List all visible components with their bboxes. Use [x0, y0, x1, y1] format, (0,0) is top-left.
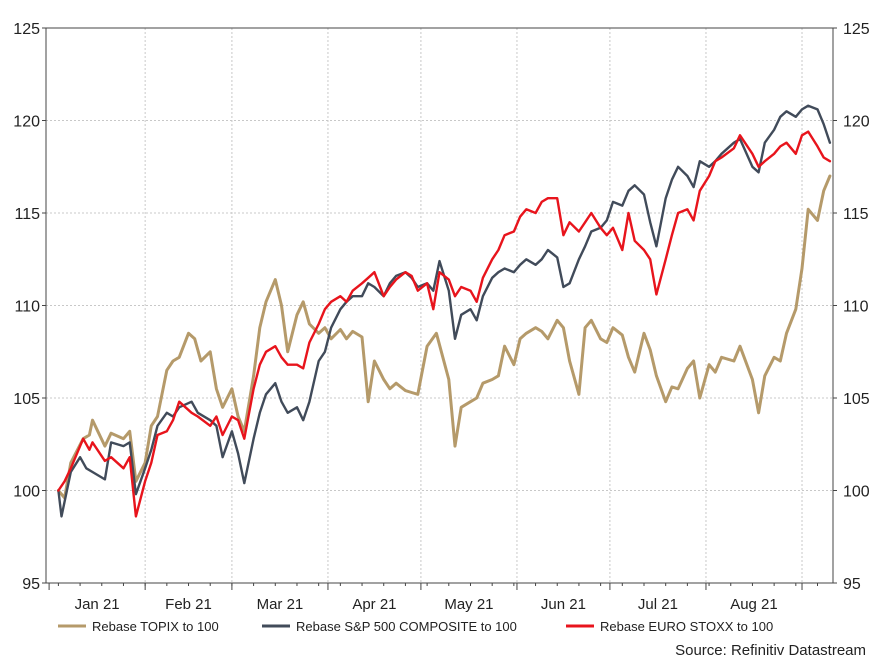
x-tick-label: May 21 [444, 596, 493, 613]
y-tick-label-right: 125 [843, 21, 870, 38]
x-tick-label: Aug 21 [730, 596, 778, 613]
x-tick-label: Apr 21 [352, 596, 396, 613]
y-tick-label-left: 100 [13, 484, 40, 501]
x-tick-label: Jun 21 [541, 596, 586, 613]
source-note: Source: Refinitiv Datastream [675, 642, 866, 659]
y-tick-label-right: 105 [843, 391, 870, 408]
y-tick-label-right: 120 [843, 114, 870, 131]
legend-label-1: Rebase S&P 500 COMPOSITE to 100 [296, 619, 517, 634]
grid-lines [46, 28, 833, 583]
y-tick-label-left: 95 [22, 576, 40, 593]
series-line-1 [57, 104, 832, 518]
y-tick-label-left: 125 [13, 21, 40, 38]
x-tick-label: Feb 21 [165, 596, 212, 613]
axes: 95 95 100 100 105 105 110 110 115 115 120 120 125 125… [13, 21, 870, 613]
legend-label-2: Rebase EURO STOXX to 100 [600, 619, 773, 634]
y-tick-label-right: 100 [843, 484, 870, 501]
y-tick-label-right: 110 [843, 299, 869, 316]
legend-label-0: Rebase TOPIX to 100 [92, 619, 219, 634]
series-line-0 [56, 174, 832, 500]
x-tick-label: Mar 21 [257, 596, 304, 613]
y-tick-label-left: 105 [13, 391, 40, 408]
y-tick-label-left: 120 [13, 114, 40, 131]
x-tick-label: Jan 21 [75, 596, 120, 613]
y-tick-label-left: 110 [14, 299, 40, 316]
y-tick-label-right: 115 [843, 206, 869, 223]
legend: Rebase TOPIX to 100 Rebase S&P 500 COMPOS… [58, 619, 773, 634]
y-tick-label-left: 115 [14, 206, 40, 223]
x-tick-label: Jul 21 [638, 596, 678, 613]
series-lines [56, 104, 832, 518]
series-line-2 [57, 130, 832, 518]
y-tick-label-right: 95 [843, 576, 861, 593]
